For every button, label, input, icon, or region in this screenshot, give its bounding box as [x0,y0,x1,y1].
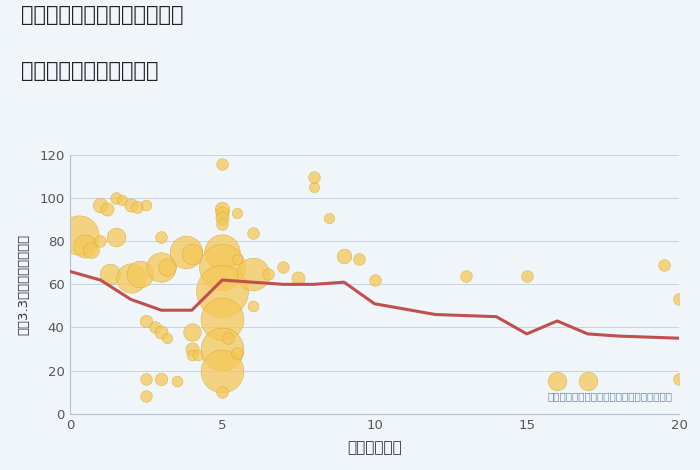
Point [125,201,136,208]
Point [582,377,594,385]
Point [150,324,161,331]
Point [217,205,228,213]
Point [180,248,191,256]
Point [171,377,182,385]
Point [339,252,350,260]
Point [232,350,243,357]
Point [85,246,97,254]
Point [217,160,228,167]
Point [217,367,228,374]
Point [74,231,85,239]
Point [354,255,365,262]
Point [217,345,228,352]
Point [217,248,228,256]
Point [193,352,204,359]
Point [132,203,143,211]
Point [217,388,228,396]
Point [104,270,116,277]
Point [141,201,152,208]
Point [110,195,121,202]
Point [277,263,289,271]
Point [232,210,243,217]
Point [552,377,563,385]
Point [247,302,258,310]
Point [156,233,167,241]
Point [162,263,173,271]
Point [217,263,228,271]
Point [247,229,258,236]
Point [141,376,152,383]
Point [308,173,319,180]
Point [217,315,228,322]
Point [141,317,152,325]
Y-axis label: 坪（3.3㎡）単価（万円）: 坪（3.3㎡）単価（万円） [18,234,31,335]
Point [186,328,197,336]
X-axis label: 駅距離（分）: 駅距離（分） [347,440,402,455]
Point [116,196,127,204]
Point [217,220,228,228]
Point [323,214,335,221]
Point [369,276,380,284]
Point [293,274,304,282]
Point [95,201,106,208]
Point [223,335,234,342]
Text: 円の大きさは、取引のあった物件面積を示す: 円の大きさは、取引のあった物件面積を示す [548,391,673,400]
Point [156,263,167,271]
Point [125,274,136,282]
Point [461,272,472,280]
Point [658,261,669,269]
Point [673,296,685,303]
Point [156,376,167,383]
Text: 大阪府大阪市東住吉区矢田の: 大阪府大阪市東住吉区矢田の [21,5,183,25]
Point [156,328,167,336]
Point [134,270,146,277]
Point [217,214,228,221]
Point [232,255,243,262]
Point [217,287,228,295]
Point [101,205,112,213]
Point [673,376,685,383]
Point [162,335,173,342]
Point [141,392,152,400]
Point [247,270,258,277]
Point [186,345,197,352]
Point [110,233,121,241]
Point [217,210,228,217]
Point [521,272,532,280]
Point [186,352,197,359]
Point [308,184,319,191]
Point [262,270,274,277]
Point [95,237,106,245]
Point [80,242,91,249]
Text: 駅距離別中古戸建て価格: 駅距離別中古戸建て価格 [21,61,158,81]
Point [186,251,197,258]
